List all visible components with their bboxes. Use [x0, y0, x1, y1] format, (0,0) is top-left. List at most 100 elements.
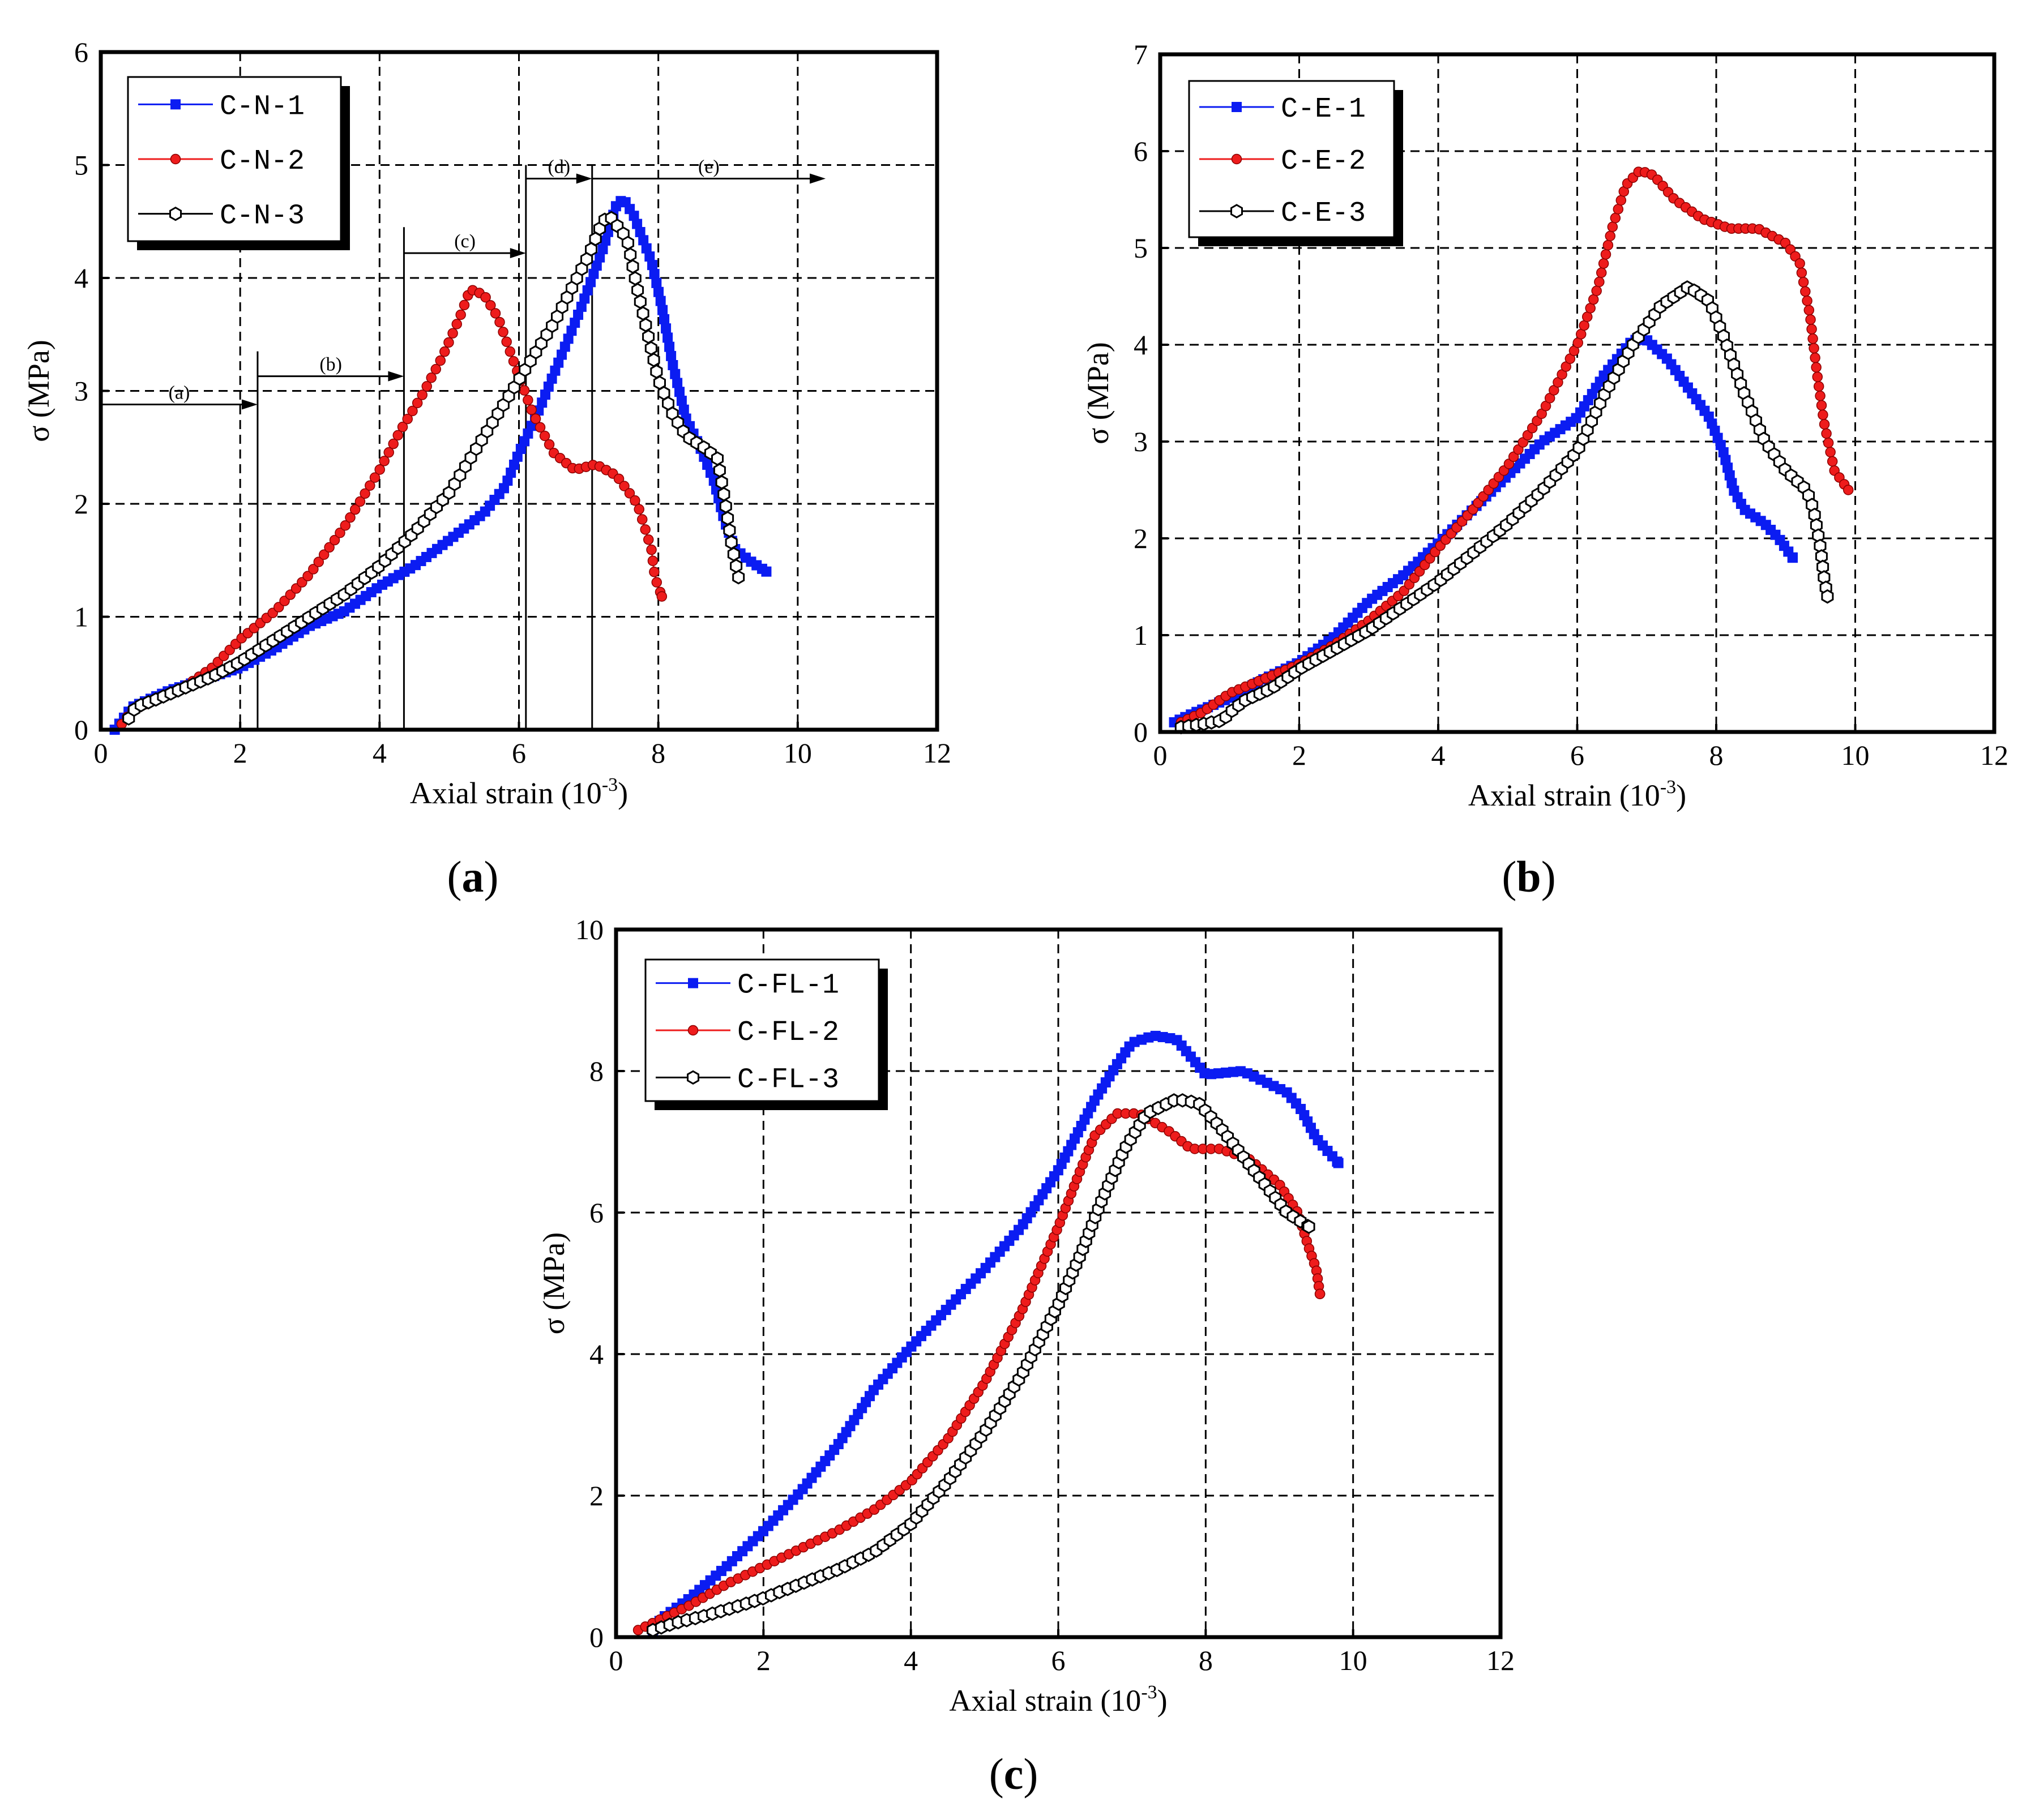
y-tick-label: 4 — [1134, 329, 1148, 361]
x-axis-title-close: ) — [1157, 1684, 1168, 1718]
series-C-E-2 — [1175, 166, 1854, 728]
data-point — [630, 495, 640, 506]
x-axis-title-text: Axial strain (10 — [410, 776, 602, 810]
y-tick-label: 5 — [74, 149, 88, 181]
legend-label: C-N-3 — [220, 200, 305, 233]
data-point — [349, 504, 361, 515]
data-point — [1572, 337, 1583, 348]
y-tick-label: 3 — [74, 375, 88, 407]
data-point — [1812, 371, 1823, 382]
data-point — [335, 527, 345, 538]
data-point — [657, 305, 668, 315]
data-point — [640, 524, 651, 535]
data-point — [647, 353, 660, 367]
data-point — [530, 413, 541, 424]
x-tick-label: 12 — [923, 737, 951, 769]
data-point — [589, 232, 602, 246]
x-tick-label: 10 — [784, 737, 812, 769]
data-point — [1794, 258, 1805, 269]
panel-label-open: ( — [989, 1749, 1004, 1798]
data-point — [539, 430, 550, 442]
data-point — [661, 323, 672, 334]
data-point — [668, 360, 678, 371]
y-tick-label: 4 — [74, 262, 88, 294]
data-point — [1581, 311, 1593, 322]
series-C-N-3 — [122, 211, 745, 726]
data-point — [715, 475, 728, 490]
data-point — [1333, 1158, 1344, 1168]
chart-panel-c: 0 2 4 6 8 10 12 0 2 4 6 8 10 Axial strain (10-3) σ (MP… — [537, 914, 1515, 1798]
legend: C-N-1 C-N-2 C-N-3 — [127, 76, 350, 250]
legend-label: C-FL-2 — [737, 1017, 839, 1049]
phase-annotation-0: (a) — [100, 382, 258, 730]
legend-label: C-N-1 — [220, 91, 305, 123]
data-point — [1588, 294, 1599, 305]
data-point — [644, 341, 657, 356]
data-point — [490, 308, 501, 319]
data-point — [1610, 212, 1621, 224]
data-point — [634, 294, 647, 309]
data-point — [643, 534, 654, 545]
y-tick-label: 6 — [1134, 135, 1148, 167]
data-point — [392, 430, 403, 441]
data-point — [1575, 328, 1587, 340]
x-axis-title-sup: -3 — [1141, 1682, 1157, 1703]
data-point — [1805, 314, 1816, 325]
series-C-E-1 — [1169, 335, 1798, 727]
x-axis-title-close: ) — [618, 776, 628, 810]
data-point — [1594, 276, 1605, 288]
data-point — [447, 328, 458, 339]
data-point — [1302, 1219, 1315, 1234]
x-tick-label: 2 — [756, 1645, 771, 1676]
data-point — [624, 488, 635, 499]
data-point — [646, 544, 657, 555]
data-point — [626, 259, 639, 274]
data-point — [580, 252, 593, 267]
panel-label: (b) — [1502, 852, 1555, 901]
data-point — [1803, 305, 1815, 316]
x-tick-label: 0 — [609, 1645, 623, 1676]
data-point — [1605, 230, 1615, 242]
data-point — [651, 577, 662, 588]
series-line — [114, 200, 767, 730]
data-point — [662, 332, 673, 343]
x-axis-title-sup: -3 — [602, 774, 618, 795]
phase-arrow-head — [510, 248, 526, 259]
x-tick-label: 4 — [1431, 739, 1446, 771]
plot-frame — [1158, 52, 1997, 734]
y-axis-title: σ (MPa) — [537, 1232, 571, 1335]
legend-label: C-E-1 — [1281, 93, 1366, 126]
data-point — [1819, 419, 1830, 430]
data-point — [1615, 195, 1627, 206]
legend-marker — [1232, 102, 1242, 112]
data-point — [636, 306, 649, 321]
data-point — [732, 569, 745, 585]
data-point — [1825, 447, 1836, 457]
x-tick-label: 0 — [94, 737, 108, 769]
data-point — [455, 309, 466, 320]
data-point — [727, 547, 740, 562]
data-point — [636, 514, 648, 525]
panel-label-close: ) — [1023, 1749, 1038, 1798]
data-point — [1314, 1288, 1326, 1299]
y-tick-label: 2 — [589, 1480, 604, 1511]
data-point — [725, 535, 738, 550]
data-point — [451, 319, 462, 329]
phase-annotation-3: (d) — [525, 156, 592, 730]
data-point — [631, 282, 644, 298]
data-point — [505, 346, 516, 357]
x-axis-title-sup: -3 — [1660, 777, 1676, 798]
data-point — [1798, 277, 1809, 288]
data-point — [1585, 303, 1596, 314]
data-point — [374, 464, 385, 475]
data-point — [1788, 553, 1798, 563]
x-tick-label: 12 — [1980, 739, 2008, 771]
y-tick-label: 6 — [589, 1197, 604, 1228]
legend-marker — [687, 1070, 699, 1085]
x-tick-label: 2 — [233, 737, 247, 769]
x-axis-title-text: Axial strain (10 — [949, 1684, 1141, 1718]
data-point — [621, 235, 634, 250]
plot-frame — [99, 50, 939, 732]
data-point — [659, 314, 670, 324]
